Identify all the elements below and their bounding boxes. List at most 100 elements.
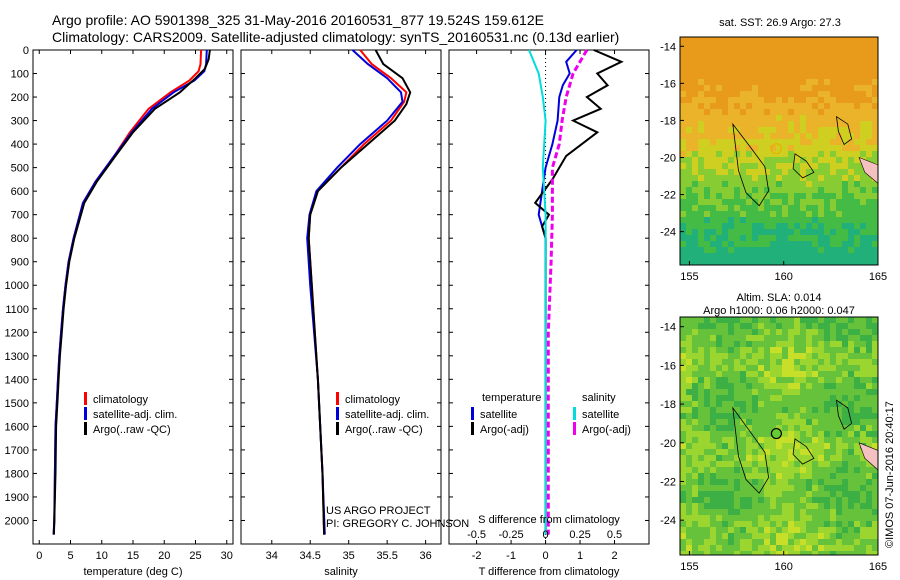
- map-cell: [710, 133, 716, 139]
- map-cell: [680, 37, 686, 43]
- map-cell: [686, 467, 692, 473]
- map-cell: [758, 259, 764, 265]
- map-cell: [866, 365, 872, 371]
- map-cell: [740, 175, 746, 181]
- map-cell: [818, 187, 824, 193]
- map-cell: [812, 395, 818, 401]
- map-cell: [830, 121, 836, 127]
- map-cell: [812, 509, 818, 515]
- map-cell: [764, 449, 770, 455]
- map-cell: [788, 527, 794, 533]
- map-cell: [842, 169, 848, 175]
- map-cell: [752, 467, 758, 473]
- map-cell: [752, 103, 758, 109]
- map-cell: [866, 121, 872, 127]
- map-cell: [680, 395, 686, 401]
- map-cell: [704, 347, 710, 353]
- map-cell: [764, 323, 770, 329]
- map-cell: [764, 169, 770, 175]
- map-cell: [800, 395, 806, 401]
- map-cell: [752, 323, 758, 329]
- map-cell: [836, 241, 842, 247]
- map-cell: [812, 335, 818, 341]
- map-cell: [854, 199, 860, 205]
- map-cell: [740, 49, 746, 55]
- map-cell: [854, 467, 860, 473]
- map-cell: [812, 533, 818, 539]
- map-cell: [806, 181, 812, 187]
- map-cell: [710, 515, 716, 521]
- map-cell: [872, 515, 878, 521]
- map-cell: [680, 461, 686, 467]
- map-cell: [740, 431, 746, 437]
- map-cell: [686, 419, 692, 425]
- map-cell: [710, 91, 716, 97]
- map-cell: [812, 437, 818, 443]
- map-cell: [722, 205, 728, 211]
- map-cell: [746, 395, 752, 401]
- map-cell: [788, 37, 794, 43]
- map-cell: [824, 223, 830, 229]
- map-cell: [836, 151, 842, 157]
- map-cell: [722, 431, 728, 437]
- map-cell: [866, 419, 872, 425]
- map-cell: [710, 425, 716, 431]
- map-cell: [704, 509, 710, 515]
- map-cell: [788, 97, 794, 103]
- map-cell: [824, 473, 830, 479]
- map-cell: [812, 371, 818, 377]
- map-cell: [686, 497, 692, 503]
- map-cell: [866, 151, 872, 157]
- map-cell: [866, 229, 872, 235]
- map-cell: [800, 247, 806, 253]
- map-cell: [836, 533, 842, 539]
- map-cell: [788, 61, 794, 67]
- map-cell: [722, 247, 728, 253]
- map-cell: [698, 419, 704, 425]
- map-cell: [752, 335, 758, 341]
- map-cell: [812, 329, 818, 335]
- map-cell: [752, 205, 758, 211]
- map-cell: [764, 151, 770, 157]
- map-cell: [854, 193, 860, 199]
- map-cell: [872, 377, 878, 383]
- map-cell: [800, 169, 806, 175]
- map-cell: [764, 389, 770, 395]
- map-cell: [746, 413, 752, 419]
- map-cell: [692, 485, 698, 491]
- map-cell: [710, 317, 716, 323]
- map-cell: [794, 401, 800, 407]
- map-cell: [806, 259, 812, 265]
- map-cell: [872, 437, 878, 443]
- map-cell: [686, 193, 692, 199]
- map-cell: [698, 67, 704, 73]
- map-cell: [818, 509, 824, 515]
- map-cell: [746, 467, 752, 473]
- map-cell: [854, 241, 860, 247]
- sst-map-title: sat. SST: 26.9 Argo: 27.3: [719, 17, 841, 29]
- map-cell: [836, 247, 842, 253]
- map-cell: [776, 169, 782, 175]
- map-cell: [764, 121, 770, 127]
- map-cell: [788, 235, 794, 241]
- map-cell: [716, 49, 722, 55]
- map-cell: [872, 247, 878, 253]
- map-cell: [794, 503, 800, 509]
- map-cell: [806, 223, 812, 229]
- map-cell: [722, 229, 728, 235]
- map-cell: [692, 413, 698, 419]
- map-cell: [698, 467, 704, 473]
- map-cell: [710, 377, 716, 383]
- map-cell: [854, 509, 860, 515]
- map-cell: [860, 407, 866, 413]
- map-cell: [872, 145, 878, 151]
- map-cell: [848, 389, 854, 395]
- map-cell: [716, 139, 722, 145]
- map-cell: [716, 431, 722, 437]
- map-cell: [680, 253, 686, 259]
- map-cell: [710, 121, 716, 127]
- map-cell: [812, 193, 818, 199]
- map-cell: [836, 163, 842, 169]
- map-cell: [692, 211, 698, 217]
- map-cell: [812, 109, 818, 115]
